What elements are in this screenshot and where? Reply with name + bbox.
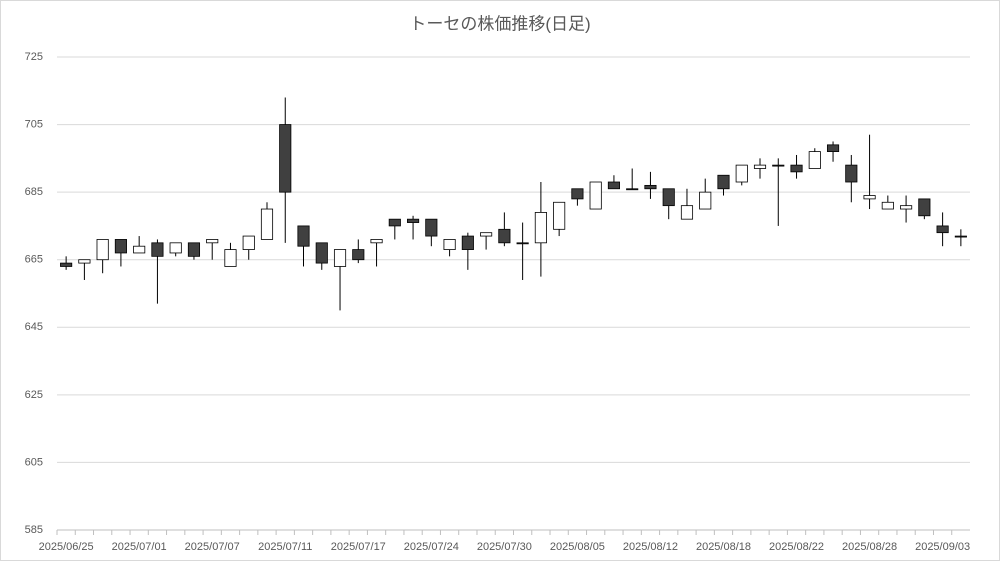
candle-body bbox=[480, 232, 493, 237]
candle-body bbox=[881, 201, 894, 210]
candle-body bbox=[680, 205, 694, 220]
candle-body bbox=[753, 164, 767, 169]
y-tick-label: 685 bbox=[25, 186, 43, 198]
candle-body bbox=[407, 218, 420, 223]
x-tick-label: 2025/08/12 bbox=[623, 541, 678, 553]
candle-body bbox=[224, 249, 237, 267]
candle-body bbox=[607, 181, 620, 190]
candle-body bbox=[78, 259, 91, 264]
y-tick-label: 645 bbox=[25, 321, 43, 333]
candle-body bbox=[96, 239, 109, 261]
x-tick-label: 2025/06/25 bbox=[39, 541, 94, 553]
x-tick-label: 2025/09/03 bbox=[915, 541, 970, 553]
candle-body bbox=[461, 235, 474, 250]
candle-body bbox=[297, 225, 310, 247]
y-tick-label: 585 bbox=[25, 524, 43, 536]
candle-body bbox=[260, 208, 274, 240]
candle-body bbox=[808, 151, 821, 169]
candle-body bbox=[936, 225, 949, 234]
x-tick-label: 2025/07/17 bbox=[331, 541, 386, 553]
candle-body bbox=[662, 188, 675, 207]
x-tick-label: 2025/08/22 bbox=[769, 541, 824, 553]
y-tick-label: 665 bbox=[25, 254, 43, 266]
candle-body bbox=[589, 181, 602, 210]
x-tick-label: 2025/07/30 bbox=[477, 541, 532, 553]
candle-body bbox=[60, 262, 73, 267]
y-tick-label: 625 bbox=[25, 389, 43, 401]
candle-body bbox=[498, 228, 511, 244]
x-tick-label: 2025/07/24 bbox=[404, 541, 459, 553]
x-tick-label: 2025/07/07 bbox=[185, 541, 240, 553]
x-tick-label: 2025/07/11 bbox=[258, 541, 312, 553]
x-tick-label: 2025/08/28 bbox=[842, 541, 897, 553]
x-tick-label: 2025/08/18 bbox=[696, 541, 751, 553]
candle-body bbox=[790, 164, 803, 173]
candle-body bbox=[863, 195, 876, 200]
candle-body bbox=[388, 218, 401, 227]
x-tick-label: 2025/08/05 bbox=[550, 541, 605, 553]
candle-body bbox=[534, 212, 547, 244]
candle-body bbox=[242, 235, 255, 250]
candle-body bbox=[279, 124, 292, 193]
candle-body bbox=[333, 249, 347, 267]
y-tick-label: 725 bbox=[25, 51, 43, 63]
candle-body bbox=[516, 242, 529, 245]
candle-body bbox=[133, 245, 146, 254]
candle-body bbox=[425, 218, 438, 237]
candle-body bbox=[114, 239, 127, 254]
chart-title: トーセの株価推移(日足) bbox=[409, 14, 590, 33]
candle-body bbox=[443, 239, 456, 250]
y-tick-label: 605 bbox=[25, 456, 43, 468]
candle-body bbox=[918, 198, 931, 217]
candle-body bbox=[644, 184, 657, 190]
candle-body bbox=[571, 188, 584, 200]
candle-body bbox=[151, 242, 164, 257]
candle-body bbox=[553, 201, 566, 230]
candle-body bbox=[845, 164, 858, 183]
candle-body bbox=[315, 242, 328, 264]
candle-body bbox=[735, 164, 748, 183]
candle-body bbox=[626, 188, 639, 191]
candle-body bbox=[352, 249, 365, 261]
x-tick-label: 2025/07/01 bbox=[112, 541, 167, 553]
candle-body bbox=[954, 235, 967, 238]
candle-body bbox=[772, 164, 785, 167]
candle-body bbox=[826, 144, 840, 152]
candle-body bbox=[206, 239, 219, 244]
candle-body bbox=[169, 242, 182, 254]
candle-body bbox=[900, 205, 913, 210]
candle-body bbox=[187, 242, 201, 257]
y-tick-label: 705 bbox=[25, 118, 43, 130]
candle-body bbox=[717, 174, 730, 190]
candle-body bbox=[699, 191, 712, 210]
candle-body bbox=[370, 239, 383, 244]
